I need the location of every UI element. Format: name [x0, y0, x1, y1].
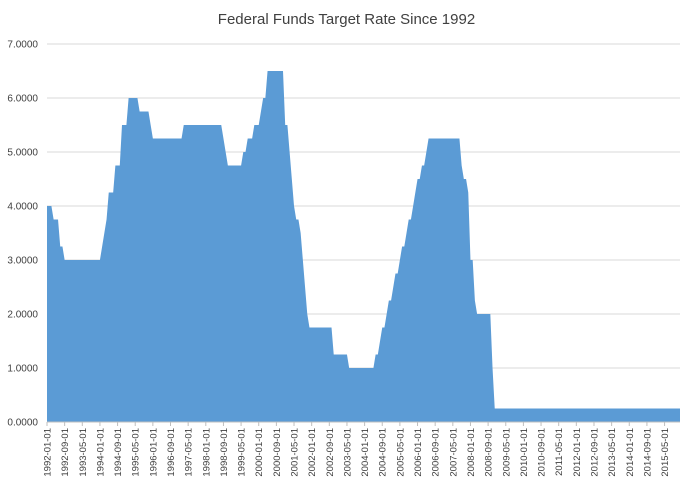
x-tick-label: 2014-01-01 — [625, 428, 636, 477]
x-tick-label: 1996-01-01 — [148, 428, 159, 477]
x-tick-label: 2004-01-01 — [360, 428, 371, 477]
series-area-layer — [47, 71, 680, 422]
x-tick-label: 2012-01-01 — [572, 428, 583, 477]
y-tick-label: 3.0000 — [7, 256, 38, 267]
x-tick-label: 2014-09-01 — [642, 428, 653, 477]
x-tick-label: 2000-01-01 — [254, 428, 265, 477]
x-tick-label: 1993-05-01 — [78, 428, 89, 477]
y-tick-label: 6.0000 — [7, 94, 38, 105]
x-tick-label: 2002-01-01 — [307, 428, 318, 477]
y-tick-label: 7.0000 — [7, 40, 38, 51]
x-tick-label: 2013-05-01 — [607, 428, 618, 477]
x-tick-label: 1994-01-01 — [95, 428, 106, 477]
x-tick-label: 1998-09-01 — [219, 428, 230, 477]
x-tick-label: 2003-05-01 — [342, 428, 353, 477]
x-tick-label: 2005-05-01 — [395, 428, 406, 477]
x-tick-label: 1992-01-01 — [43, 428, 54, 477]
x-tick-label: 2008-09-01 — [484, 428, 495, 477]
series-area — [47, 71, 680, 422]
x-tick-label: 1995-05-01 — [131, 428, 142, 477]
x-tick-label: 1994-09-01 — [113, 428, 124, 477]
x-tick-label: 1996-09-01 — [166, 428, 177, 477]
x-tick-label: 1998-01-01 — [201, 428, 212, 477]
x-tick-label: 2012-09-01 — [589, 428, 600, 477]
x-tick-label: 1992-09-01 — [60, 428, 71, 477]
y-tick-label: 0.0000 — [7, 418, 38, 429]
x-tick-label: 2010-01-01 — [519, 428, 530, 477]
x-tick-label: 2006-01-01 — [413, 428, 424, 477]
x-tick-label: 1997-05-01 — [184, 428, 195, 477]
chart-title: Federal Funds Target Rate Since 1992 — [218, 11, 475, 28]
y-tick-label: 1.0000 — [7, 364, 38, 375]
x-tick-label: 2010-09-01 — [537, 428, 548, 477]
x-tick-label: 2001-05-01 — [290, 428, 301, 477]
x-axis-tick-labels: 1992-01-01 1992-09-01 1993-05-01 1994-01-01… — [43, 422, 671, 477]
y-tick-label: 4.0000 — [7, 202, 38, 213]
x-tick-label: 2004-09-01 — [378, 428, 389, 477]
x-tick-label: 2009-05-01 — [501, 428, 512, 477]
y-axis-tick-labels: 0.0000 1.0000 2.0000 3.0000 4.0000 5.0000 6.00… — [7, 40, 38, 429]
y-tick-label: 5.0000 — [7, 148, 38, 159]
x-tick-label: 1999-05-01 — [237, 428, 248, 477]
x-tick-label: 2006-09-01 — [431, 428, 442, 477]
x-tick-label: 2011-05-01 — [554, 428, 565, 476]
x-tick-label: 2008-01-01 — [466, 428, 477, 477]
x-tick-label: 2000-09-01 — [272, 428, 283, 477]
x-tick-label: 2015-05-01 — [660, 428, 671, 477]
x-tick-label: 2007-05-01 — [448, 428, 459, 477]
y-tick-label: 2.0000 — [7, 310, 38, 321]
x-tick-label: 2002-09-01 — [325, 428, 336, 477]
